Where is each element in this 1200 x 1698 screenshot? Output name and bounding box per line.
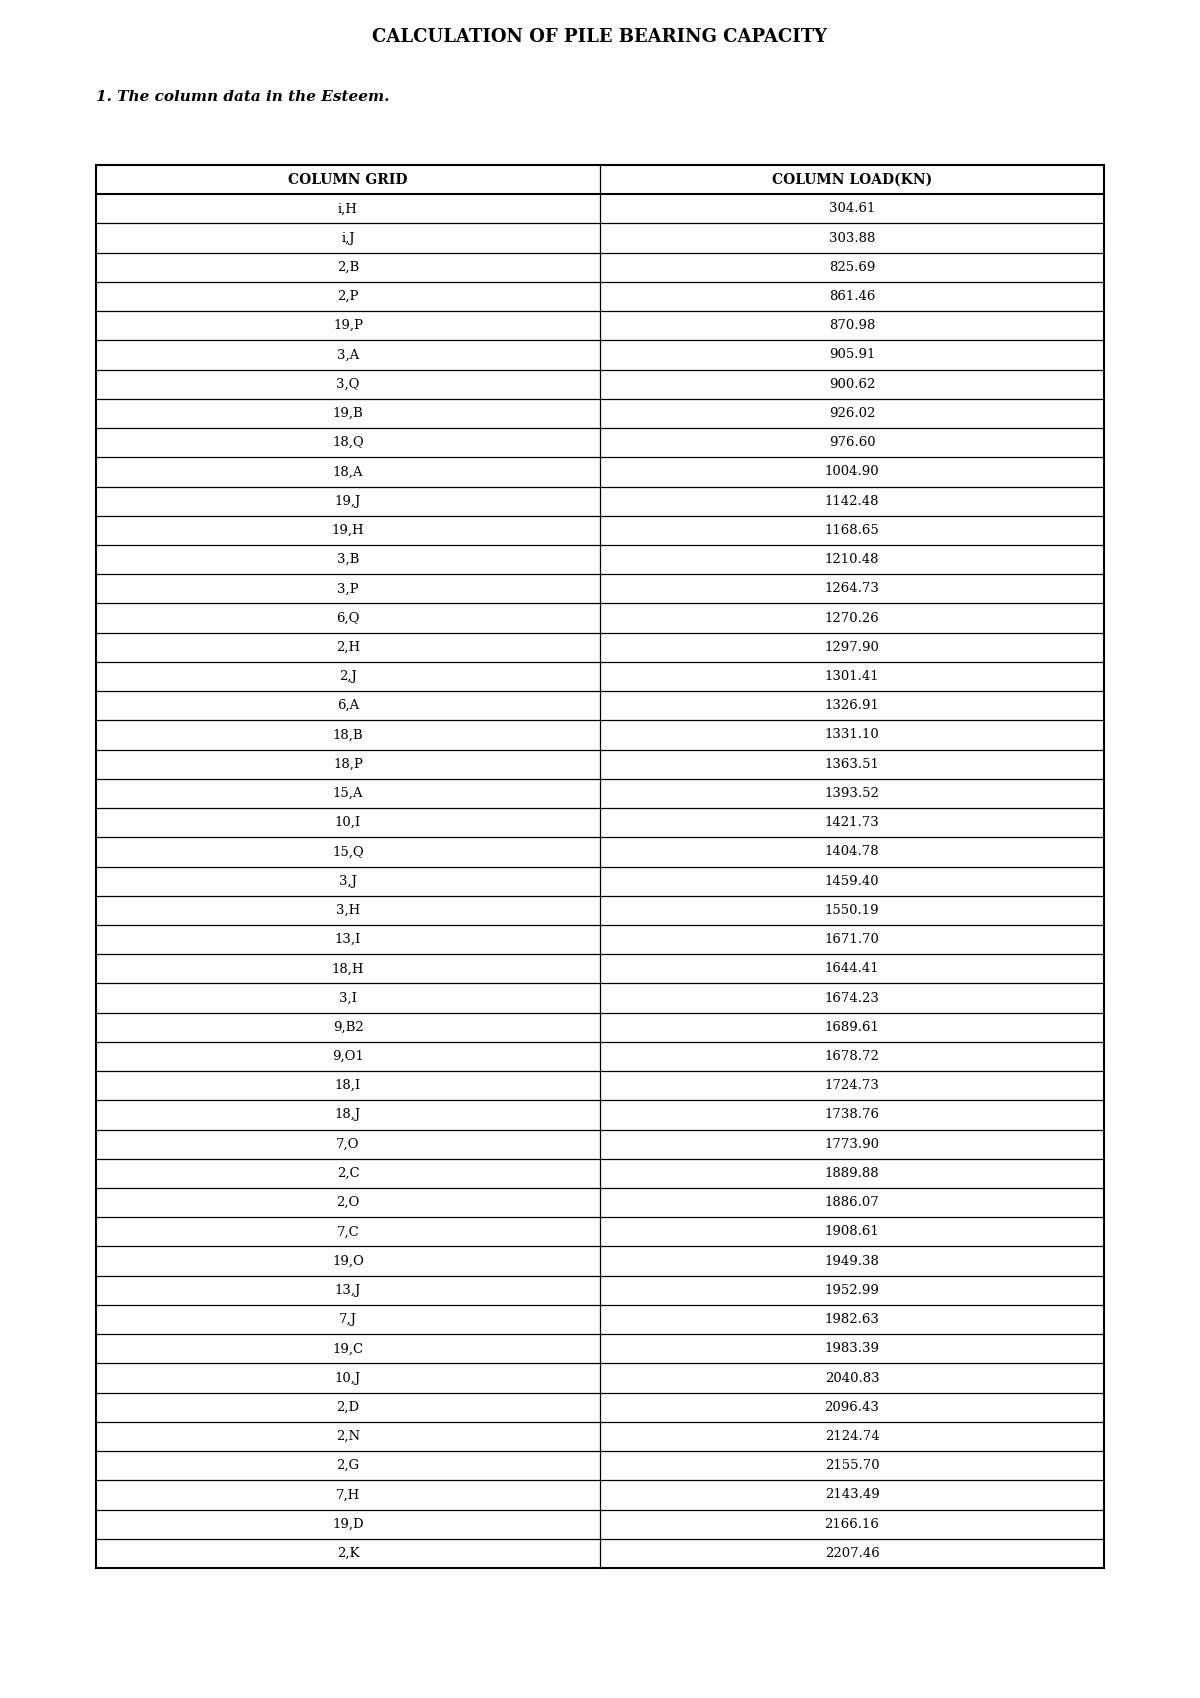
Text: 19,J: 19,J (335, 494, 361, 508)
Text: 19,B: 19,B (332, 408, 364, 419)
Text: 900.62: 900.62 (829, 377, 875, 391)
Text: 2,B: 2,B (337, 261, 359, 273)
Text: 2,J: 2,J (340, 671, 356, 683)
Text: 9,O1: 9,O1 (332, 1049, 364, 1063)
Bar (96, 165, 1104, 1567)
Text: 2,O: 2,O (336, 1195, 360, 1209)
Text: 3,I: 3,I (340, 992, 358, 1005)
Text: 1421.73: 1421.73 (824, 817, 880, 829)
Text: i,H: i,H (338, 202, 358, 216)
Text: 18,Q: 18,Q (332, 436, 364, 450)
Text: 1738.76: 1738.76 (824, 1109, 880, 1121)
Text: 2040.83: 2040.83 (824, 1372, 880, 1384)
Text: 870.98: 870.98 (829, 319, 875, 333)
Text: 303.88: 303.88 (829, 231, 875, 245)
Text: 825.69: 825.69 (829, 261, 875, 273)
Text: 1983.39: 1983.39 (824, 1343, 880, 1355)
Text: 3,B: 3,B (337, 554, 359, 565)
Text: 2,K: 2,K (337, 1547, 359, 1560)
Text: CALCULATION OF PILE BEARING CAPACITY: CALCULATION OF PILE BEARING CAPACITY (372, 27, 828, 46)
Text: 3,H: 3,H (336, 903, 360, 917)
Text: 19,P: 19,P (334, 319, 364, 333)
Text: 6,A: 6,A (337, 700, 359, 711)
Text: 1689.61: 1689.61 (824, 1020, 880, 1034)
Text: 2,D: 2,D (336, 1401, 360, 1414)
Text: 1270.26: 1270.26 (824, 611, 880, 625)
Text: 861.46: 861.46 (829, 290, 875, 302)
Text: 2166.16: 2166.16 (824, 1518, 880, 1530)
Text: 7,C: 7,C (337, 1226, 359, 1238)
Text: 1678.72: 1678.72 (824, 1049, 880, 1063)
Text: 18,A: 18,A (332, 465, 364, 479)
Text: 1671.70: 1671.70 (824, 934, 880, 946)
Text: 18,P: 18,P (334, 757, 362, 771)
Text: 2,H: 2,H (336, 640, 360, 654)
Text: 1886.07: 1886.07 (824, 1195, 880, 1209)
Text: 2,P: 2,P (337, 290, 359, 302)
Text: 1168.65: 1168.65 (824, 525, 880, 537)
Text: 2,C: 2,C (337, 1167, 359, 1180)
Text: 3,Q: 3,Q (336, 377, 360, 391)
Text: 2,N: 2,N (336, 1430, 360, 1443)
Text: 1210.48: 1210.48 (824, 554, 880, 565)
Text: 905.91: 905.91 (829, 348, 875, 362)
Text: 1004.90: 1004.90 (824, 465, 880, 479)
Text: 1644.41: 1644.41 (824, 963, 880, 975)
Text: 1142.48: 1142.48 (824, 494, 880, 508)
Text: 2143.49: 2143.49 (824, 1489, 880, 1501)
Text: 1982.63: 1982.63 (824, 1313, 880, 1326)
Text: 18,B: 18,B (332, 728, 364, 742)
Text: 2155.70: 2155.70 (824, 1459, 880, 1472)
Text: 15,Q: 15,Q (332, 846, 364, 859)
Text: 2096.43: 2096.43 (824, 1401, 880, 1414)
Text: 1326.91: 1326.91 (824, 700, 880, 711)
Text: 1908.61: 1908.61 (824, 1226, 880, 1238)
Text: 18,I: 18,I (335, 1080, 361, 1092)
Text: 926.02: 926.02 (829, 408, 875, 419)
Text: 1331.10: 1331.10 (824, 728, 880, 742)
Text: 304.61: 304.61 (829, 202, 875, 216)
Text: 1724.73: 1724.73 (824, 1080, 880, 1092)
Text: 1889.88: 1889.88 (824, 1167, 880, 1180)
Text: 7,J: 7,J (340, 1313, 358, 1326)
Text: 1404.78: 1404.78 (824, 846, 880, 859)
Text: COLUMN LOAD(KN): COLUMN LOAD(KN) (772, 173, 932, 187)
Text: 10,J: 10,J (335, 1372, 361, 1384)
Text: 2207.46: 2207.46 (824, 1547, 880, 1560)
Text: 6,Q: 6,Q (336, 611, 360, 625)
Text: 13,J: 13,J (335, 1284, 361, 1297)
Text: 3,J: 3,J (340, 874, 358, 888)
Text: 1264.73: 1264.73 (824, 582, 880, 596)
Text: 7,O: 7,O (336, 1138, 360, 1151)
Text: 3,P: 3,P (337, 582, 359, 596)
Text: 18,H: 18,H (331, 963, 365, 975)
Text: 7,H: 7,H (336, 1489, 360, 1501)
Text: 15,A: 15,A (332, 786, 364, 800)
Text: 19,D: 19,D (332, 1518, 364, 1530)
Text: 19,H: 19,H (331, 525, 365, 537)
Text: 1949.38: 1949.38 (824, 1255, 880, 1268)
Text: 1459.40: 1459.40 (824, 874, 880, 888)
Text: 1363.51: 1363.51 (824, 757, 880, 771)
Text: 9,B2: 9,B2 (332, 1020, 364, 1034)
Text: 1952.99: 1952.99 (824, 1284, 880, 1297)
Text: 10,I: 10,I (335, 817, 361, 829)
Text: 1. The column data in the Esteem.: 1. The column data in the Esteem. (96, 90, 389, 104)
Text: 3,A: 3,A (337, 348, 359, 362)
Text: 976.60: 976.60 (829, 436, 875, 450)
Text: 19,C: 19,C (332, 1343, 364, 1355)
Text: 1301.41: 1301.41 (824, 671, 880, 683)
Text: 2124.74: 2124.74 (824, 1430, 880, 1443)
Text: 13,I: 13,I (335, 934, 361, 946)
Text: 2,G: 2,G (336, 1459, 360, 1472)
Text: 1674.23: 1674.23 (824, 992, 880, 1005)
Text: 1550.19: 1550.19 (824, 903, 880, 917)
Text: 1297.90: 1297.90 (824, 640, 880, 654)
Text: i,J: i,J (341, 231, 355, 245)
Text: COLUMN GRID: COLUMN GRID (288, 173, 408, 187)
Text: 1773.90: 1773.90 (824, 1138, 880, 1151)
Text: 18,J: 18,J (335, 1109, 361, 1121)
Text: 1393.52: 1393.52 (824, 786, 880, 800)
Text: 19,O: 19,O (332, 1255, 364, 1268)
